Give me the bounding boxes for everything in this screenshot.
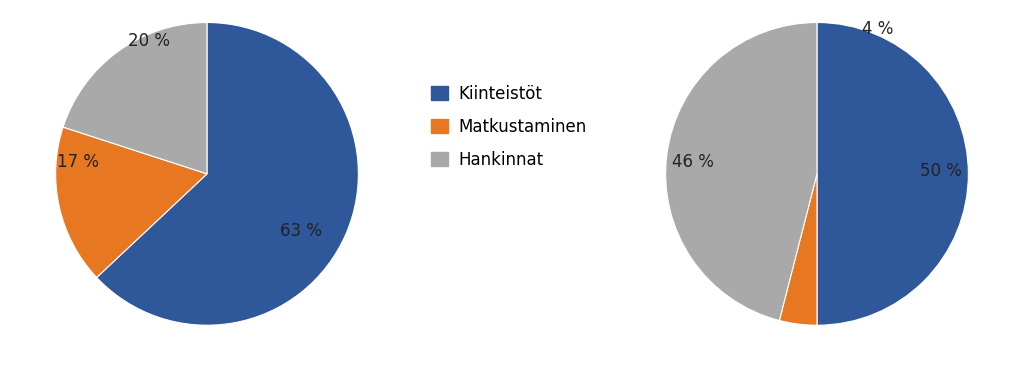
Wedge shape xyxy=(55,127,207,277)
Wedge shape xyxy=(666,23,817,321)
Wedge shape xyxy=(779,174,817,325)
Wedge shape xyxy=(96,23,358,325)
Wedge shape xyxy=(817,23,969,325)
Text: 50 %: 50 % xyxy=(921,162,962,180)
Legend: Kiinteistöt, Matkustaminen, Hankinnat: Kiinteistöt, Matkustaminen, Hankinnat xyxy=(423,76,595,177)
Text: 63 %: 63 % xyxy=(280,222,322,240)
Text: 46 %: 46 % xyxy=(672,153,714,171)
Text: 20 %: 20 % xyxy=(128,32,170,50)
Text: 17 %: 17 % xyxy=(57,153,99,171)
Text: 4 %: 4 % xyxy=(862,20,893,37)
Wedge shape xyxy=(63,23,207,174)
